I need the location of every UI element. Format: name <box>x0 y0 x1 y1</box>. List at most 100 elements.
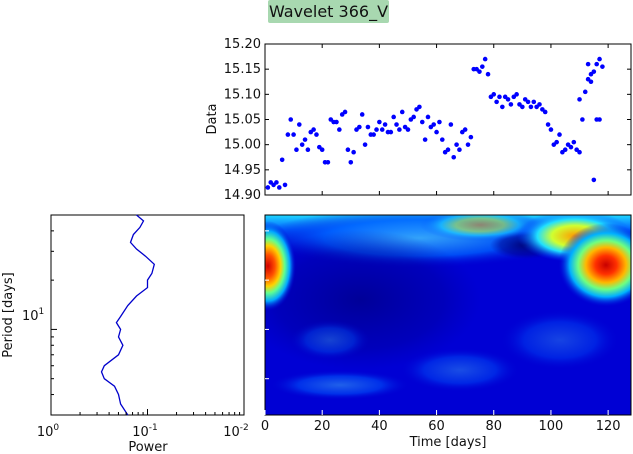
light-curve-point <box>462 127 468 132</box>
light-curve-point <box>419 119 425 125</box>
light-curve-point <box>480 64 485 69</box>
light-curve-point <box>399 109 405 115</box>
light-curve-point <box>585 61 591 67</box>
light-curve-point <box>531 99 537 105</box>
light-curve-point <box>377 119 382 125</box>
light-curve-ytick-label: 14.90 <box>224 188 261 203</box>
light-curve-point <box>348 159 354 165</box>
wavelet-xtick-label: 120 <box>596 419 621 434</box>
light-curve-point <box>434 129 439 135</box>
heatmap-hotspot-right <box>558 223 631 307</box>
light-curve-point <box>439 137 445 142</box>
chart-title: Wavelet 366_V <box>268 2 389 21</box>
period-ytick-label: 101 <box>22 307 44 324</box>
light-curve-point <box>597 117 602 122</box>
light-curve-point <box>577 149 582 155</box>
light-curve-point <box>485 71 491 77</box>
light-curve-point <box>417 104 422 110</box>
light-curve-point <box>405 127 411 132</box>
light-curve-point <box>465 142 471 147</box>
light-curve-point <box>568 144 574 150</box>
light-curve-point <box>497 94 502 100</box>
wavelet-x-ticks: 0 20 40 60 80 100 120 <box>261 230 621 434</box>
light-curve-point <box>288 117 294 122</box>
light-curve-point <box>508 102 514 107</box>
light-curve-point <box>548 127 554 132</box>
light-curve-point <box>505 97 511 102</box>
title-badge <box>268 0 389 23</box>
wavelet-xtick-label: 40 <box>371 419 388 434</box>
light-curve-ytick-label: 15.05 <box>224 113 261 128</box>
light-curve-point <box>382 122 388 127</box>
period-ylabel: Period [days] <box>1 272 16 358</box>
wavelet-xtick-label: 60 <box>428 419 445 434</box>
light-curve-point <box>600 64 605 69</box>
light-curve-point <box>525 99 531 105</box>
light-curve-point <box>477 69 482 74</box>
power-xlabel: Power <box>128 440 168 454</box>
light-curve-point <box>482 56 488 62</box>
light-curve-point <box>279 157 285 163</box>
wavelet-xtick-label: 20 <box>314 419 331 434</box>
light-curve-point <box>514 92 519 97</box>
light-curve-point <box>571 139 577 145</box>
light-curve-point <box>451 154 457 160</box>
light-curve-point <box>557 132 562 137</box>
light-curve-point <box>305 147 311 152</box>
wavelet-heatmap <box>265 215 631 415</box>
light-curve-ylabel: Data <box>205 103 220 134</box>
light-curve-point <box>302 137 308 142</box>
light-curve-point <box>454 142 459 147</box>
light-curve-point <box>580 117 585 122</box>
light-curve-point <box>448 122 454 127</box>
light-curve-ytick-label: 15.00 <box>224 138 261 153</box>
light-curve-point <box>445 147 451 152</box>
light-curve-point <box>362 142 368 147</box>
light-curve-point <box>282 182 288 188</box>
light-curve-point <box>365 124 371 130</box>
light-curve-point <box>597 56 602 62</box>
light-curve-point <box>594 61 599 67</box>
light-curve-point <box>342 109 348 115</box>
light-curve-point <box>291 132 296 137</box>
light-curve-point <box>297 122 302 127</box>
light-curve-point <box>437 119 442 125</box>
light-curve-point <box>457 147 462 152</box>
light-curve-point <box>528 104 534 110</box>
light-curve-point <box>359 112 365 117</box>
light-curve-point <box>325 159 331 165</box>
light-curve-point <box>577 97 582 102</box>
light-curve-point <box>468 134 474 140</box>
light-curve-points <box>265 56 605 190</box>
light-curve-point <box>554 139 559 145</box>
light-curve-point <box>394 122 399 127</box>
light-curve-point <box>276 185 282 190</box>
light-curve-point <box>520 104 525 110</box>
light-curve-point <box>588 79 594 85</box>
light-curve-point <box>422 137 428 142</box>
power-xtick-label-2: 10-1 <box>132 423 158 440</box>
light-curve-point <box>388 129 394 135</box>
light-curve-point <box>314 132 319 137</box>
power-xtick-label-1: 100 <box>37 423 60 440</box>
light-curve-point <box>311 127 316 132</box>
light-curve-point <box>337 127 342 132</box>
light-curve-point <box>265 185 271 190</box>
light-curve-point <box>562 147 568 152</box>
light-curve-ytick-label: 14.95 <box>224 163 261 178</box>
light-curve-axes-frame <box>264 43 632 196</box>
light-curve-point <box>299 142 305 147</box>
light-curve-point <box>351 149 356 155</box>
light-curve-point <box>500 104 505 110</box>
light-curve-ytick-label: 15.20 <box>224 37 261 52</box>
global-power-panel: 100 10-1 10-2 101 Power Period [days] <box>1 214 249 454</box>
wavelet-xlabel: Time [days] <box>409 435 487 450</box>
light-curve-point <box>537 102 542 107</box>
light-curve-point <box>274 180 279 185</box>
light-curve-point <box>588 71 594 77</box>
wavelet-xtick-label: 0 <box>261 419 269 434</box>
light-curve-point <box>391 114 396 120</box>
light-curve-point <box>397 127 402 132</box>
wavelet-axes-frame <box>264 214 632 416</box>
light-curve-point <box>379 127 385 132</box>
